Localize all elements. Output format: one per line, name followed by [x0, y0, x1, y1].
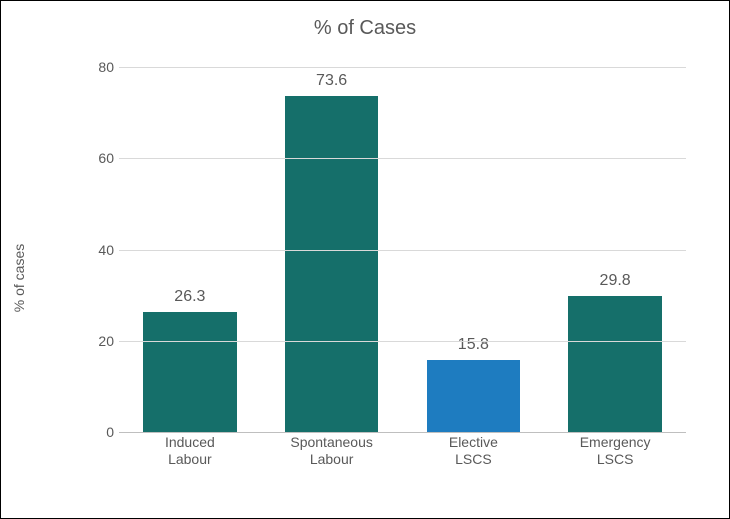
- bar: 73.6: [285, 96, 379, 432]
- y-tick-label: 60: [84, 150, 114, 166]
- x-category-label: EmergencyLSCS: [544, 426, 686, 468]
- y-axis-label: % of cases: [11, 243, 27, 311]
- y-tick-label: 0: [84, 424, 114, 440]
- grid-line: [119, 250, 686, 251]
- chart-body: 26.373.615.829.8 020406080 InducedLabour…: [79, 67, 696, 458]
- grid-line: [119, 67, 686, 68]
- y-tick-label: 20: [84, 333, 114, 349]
- y-tick-label: 80: [84, 59, 114, 75]
- x-labels-row: InducedLabourSpontaneousLabourElectiveLS…: [119, 426, 686, 468]
- bar: 29.8: [568, 296, 662, 432]
- plot-area: 26.373.615.829.8 020406080: [119, 67, 686, 433]
- x-category-label: InducedLabour: [119, 426, 261, 468]
- bar: 26.3: [143, 312, 237, 432]
- bar-value-label: 15.8: [458, 336, 489, 354]
- chart-title: % of Cases: [9, 17, 721, 40]
- bar-value-label: 73.6: [316, 72, 347, 90]
- x-category-label: SpontaneousLabour: [261, 426, 403, 468]
- bar-value-label: 26.3: [174, 288, 205, 306]
- x-category-label: ElectiveLSCS: [403, 426, 545, 468]
- grid-line: [119, 341, 686, 342]
- grid-line: [119, 158, 686, 159]
- chart-frame: % of Cases % of cases 26.3 73.6 15.8 29.8 0…: [0, 0, 730, 519]
- y-tick-label: 40: [84, 242, 114, 258]
- bar-value-label: 29.8: [600, 272, 631, 290]
- chart-inner: % of Cases % of cases 26.3 73.6 15.8 29.8 0…: [9, 17, 721, 518]
- bar: 15.8: [427, 360, 521, 432]
